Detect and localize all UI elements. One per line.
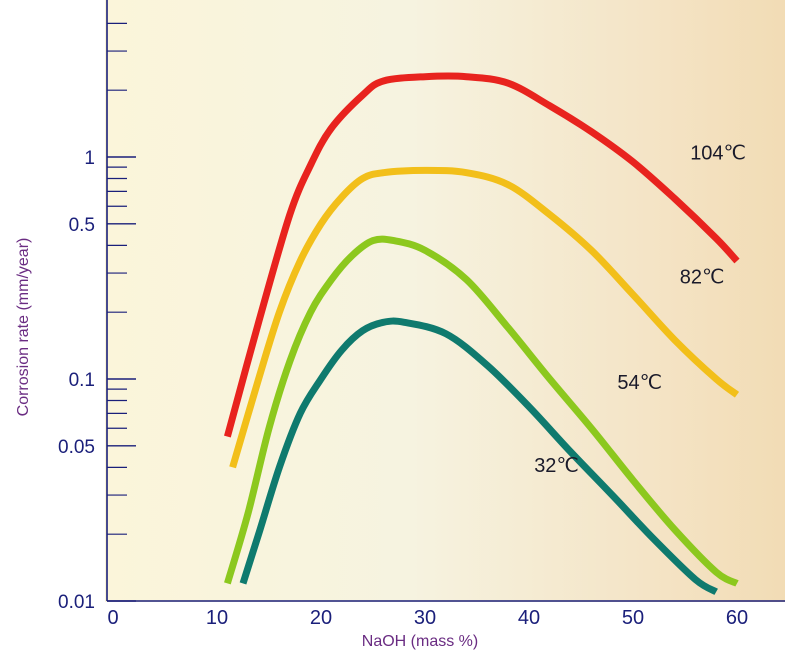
- y-tick-label: 1: [84, 148, 95, 169]
- y-tick-label: 0.5: [69, 215, 95, 236]
- series-line-4: [239, 317, 718, 595]
- y-tick-label: 0.05: [58, 437, 95, 458]
- series-labels: 104℃ 82℃ 54℃ 32℃: [534, 142, 746, 477]
- series-label-1: 104℃: [690, 142, 746, 164]
- x-tick-label: 20: [310, 607, 332, 629]
- series-label-4: 32℃: [534, 455, 579, 477]
- x-tick-label: 50: [622, 607, 644, 629]
- plot-background: [105, 0, 785, 602]
- y-axis-title: Corrosion rate (mm/year): [15, 238, 32, 417]
- y-tick-label: 0.01: [58, 592, 95, 613]
- x-tick-label: 60: [726, 607, 748, 629]
- axes: 1 0.5 0.1 0.05 0.01 0 10 20 30 40 50 60: [58, 0, 785, 629]
- series-label-2: 82℃: [680, 266, 725, 288]
- x-tick-label: 40: [518, 607, 540, 629]
- series-line-3: [224, 235, 739, 587]
- series-line-1: [224, 72, 740, 438]
- x-tick-label: 30: [414, 607, 436, 629]
- series-group: [224, 72, 740, 595]
- x-tick-label: 0: [107, 607, 118, 629]
- x-axis-title: NaOH (mass %): [362, 633, 478, 650]
- x-tick-label: 10: [206, 607, 228, 629]
- y-tick-label: 0.1: [69, 370, 95, 391]
- series-label-3: 54℃: [617, 372, 662, 394]
- series-line-2: [229, 166, 740, 469]
